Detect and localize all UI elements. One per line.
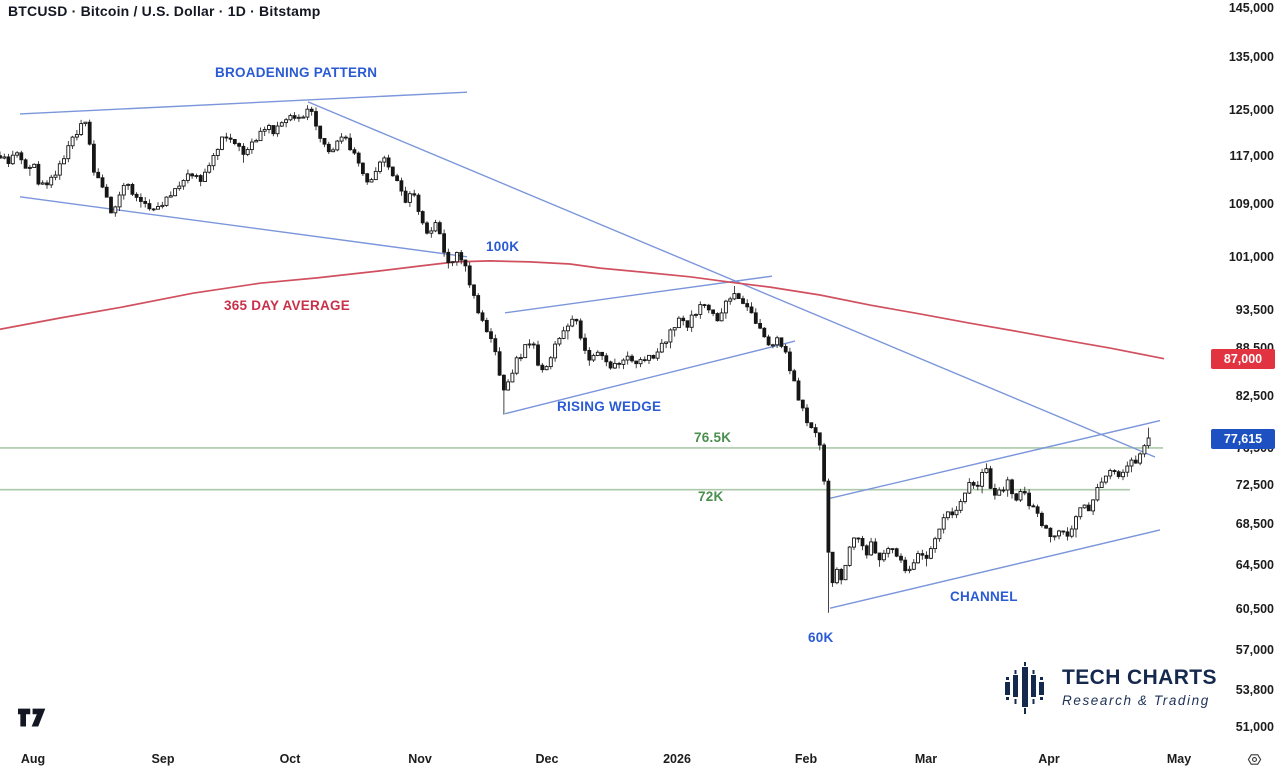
time-tick-May: May [1166,752,1192,766]
annotation-rising-wedge[interactable]: RISING WEDGE [557,399,662,414]
techcharts-tagline: Research & Trading [1062,693,1210,708]
trend-line-wedge-lower[interactable] [504,340,796,415]
price-tick-117,000: 117,000 [1229,148,1275,163]
techcharts-name: TECH CHARTS [1062,666,1217,689]
trend-line-channel-upper[interactable] [829,419,1161,499]
price-tick-51,000: 51,000 [1235,719,1274,734]
time-tick-Nov: Nov [408,752,432,766]
price-tick-135,000: 135,000 [1228,50,1274,65]
price-tick-125,000: 125,000 [1228,103,1274,118]
trend-line-broadening-upper[interactable] [19,91,468,115]
annotation-100k[interactable]: 100K [486,239,520,254]
annotation-76-5k[interactable]: 76.5K [694,430,732,445]
techcharts-logo-icon [1005,662,1044,714]
price-tick-72,500: 72,500 [1235,477,1274,492]
price-tick-64,500: 64,500 [1235,558,1274,573]
ma-365-line[interactable] [0,260,1165,360]
time-tick-Dec: Dec [535,752,559,766]
time-tick-2026: 2026 [663,752,691,766]
trend-line-downtrend-from-top[interactable] [307,101,1156,458]
price-tick-101,000: 101,000 [1228,249,1274,264]
trend-line-broadening-lower[interactable] [19,196,468,258]
price-tick-57,000: 57,000 [1235,643,1274,658]
annotation-60k[interactable]: 60K [808,630,834,645]
trend-line-channel-lower[interactable] [829,529,1161,609]
techcharts-wordmark: TECH CHARTS Research & Trading [1062,666,1217,708]
horizontal-level-lines [0,447,1163,491]
up-candles [2,108,1151,584]
price-tick-109,000: 109,000 [1228,197,1274,212]
annotation-broadening-pattern[interactable]: BROADENING PATTERN [215,65,378,80]
time-tick-Feb: Feb [794,752,818,766]
annotation-72k[interactable]: 72K [698,489,724,504]
time-tick-Aug: Aug [20,752,46,766]
price-tick-60,500: 60,500 [1235,602,1274,617]
price-scale-settings-icon[interactable] [1247,752,1262,767]
techcharts-logo [1002,662,1202,718]
tradingview-logo[interactable] [18,708,50,728]
price-tick-53,800: 53,800 [1235,683,1274,698]
annotation-channel[interactable]: CHANNEL [950,589,1018,604]
candle-wicks [0,105,1149,613]
time-tick-Sep: Sep [151,752,175,766]
annotation-365-day-average[interactable]: 365 DAY AVERAGE [224,298,351,313]
time-tick-Mar: Mar [914,752,938,766]
price-tick-93,500: 93,500 [1235,302,1274,317]
price-tick-145,000: 145,000 [1228,1,1274,15]
down-candles [0,108,1138,584]
ma-price-badge: 87,000 [1211,349,1275,369]
price-tick-82,500: 82,500 [1235,388,1274,403]
time-tick-Oct: Oct [279,752,301,766]
last-price-badge: 77,615 [1211,429,1275,449]
time-tick-Apr: Apr [1038,752,1060,766]
symbol-title: BTCUSD · Bitcoin / U.S. Dollar · 1D · Bi… [8,3,321,19]
trend-lines [19,91,1161,609]
price-tick-68,500: 68,500 [1235,516,1274,531]
